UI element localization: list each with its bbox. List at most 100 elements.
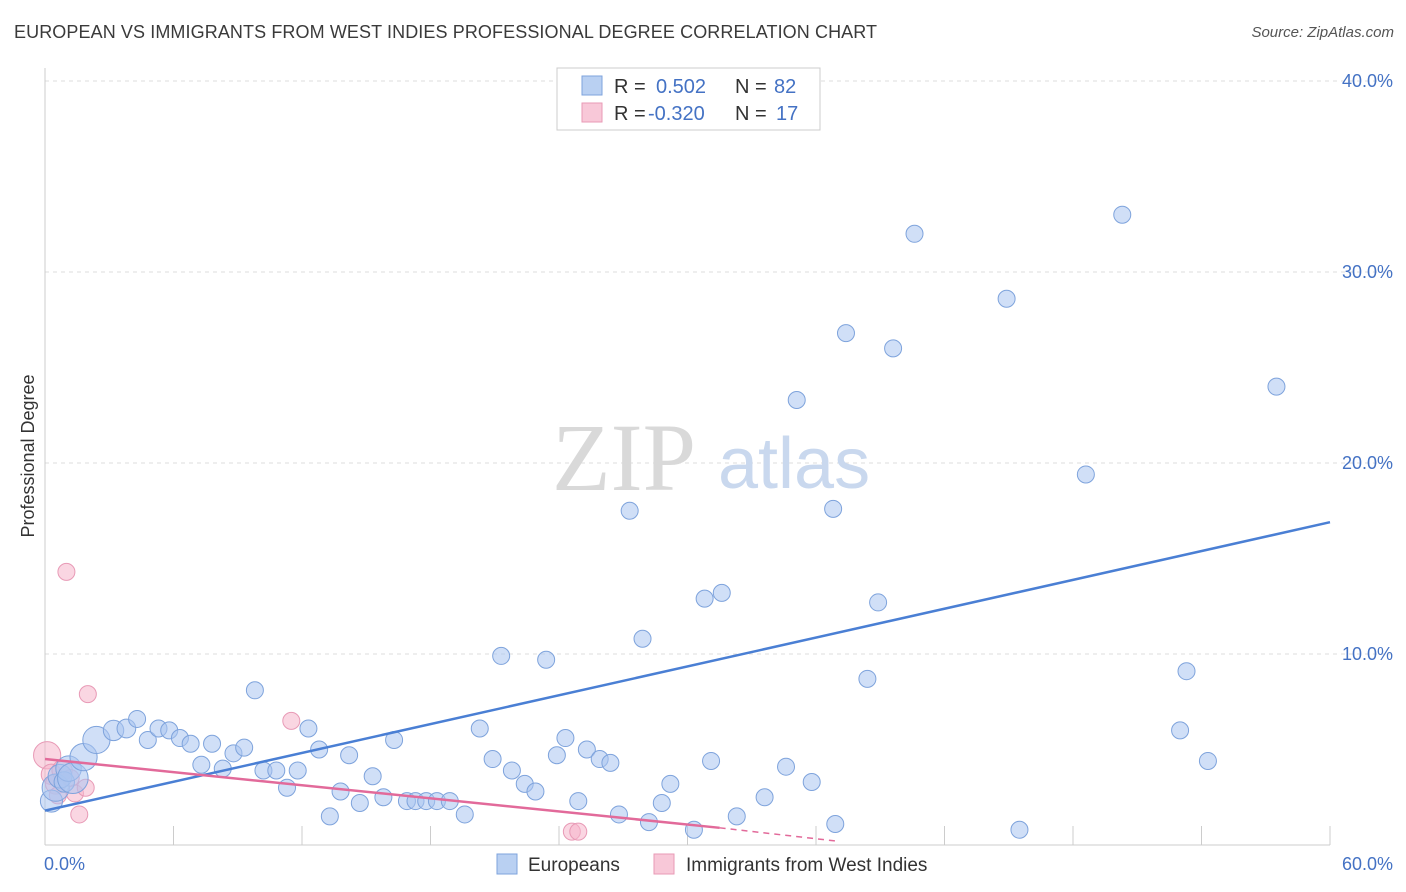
legend-r-label-1: R = (614, 76, 646, 98)
y-tick-label-20: 20.0% (1342, 453, 1393, 473)
european-point-54 (609, 805, 628, 824)
legend-n-label-2: N = (735, 103, 767, 125)
european-point-26 (299, 719, 318, 738)
european-point-64 (727, 807, 746, 826)
european-point-55 (620, 501, 639, 520)
european-point-74 (884, 339, 903, 358)
series-label-west-indies: Immigrants from West Indies (686, 855, 927, 876)
european-point-17 (203, 734, 222, 753)
legend-r-label-2: R = (614, 103, 646, 125)
west-indies-point-11 (282, 711, 301, 730)
european-point-33 (374, 788, 393, 807)
european-point-46 (526, 782, 545, 801)
european-point-23 (267, 761, 286, 780)
y-axis-label: Professional Degree (18, 374, 38, 537)
european-point-82 (1198, 751, 1217, 770)
european-point-10 (128, 709, 147, 728)
european-point-50 (569, 792, 588, 811)
european-point-73 (869, 593, 888, 612)
european-point-21 (245, 681, 264, 700)
legend-swatch-blue (581, 75, 603, 96)
trend-lines (44, 520, 1331, 842)
x-tick-label-min: 0.0% (44, 854, 85, 874)
european-point-66 (777, 757, 796, 776)
european-point-59 (661, 774, 680, 793)
series-swatch-europeans (496, 853, 518, 875)
watermark-atlas: atlas (718, 424, 870, 504)
european-point-77 (1010, 820, 1029, 839)
european-point-83 (1267, 377, 1286, 396)
european-point-49 (556, 729, 575, 748)
chart-title: EUROPEAN VS IMMIGRANTS FROM WEST INDIES … (14, 22, 878, 42)
legend-n-value-2: 17 (776, 103, 798, 125)
data-points (33, 205, 1286, 841)
west-indies-point-8 (70, 805, 89, 824)
european-point-31 (350, 793, 369, 812)
european-point-63 (712, 583, 731, 602)
european-point-81 (1177, 662, 1196, 681)
european-point-56 (633, 629, 652, 648)
european-point-72 (858, 669, 877, 688)
series-swatch-west-indies (653, 853, 675, 875)
european-point-61 (695, 589, 714, 608)
european-point-43 (492, 646, 511, 665)
west-indies-point-10 (78, 685, 97, 704)
european-point-28 (320, 807, 339, 826)
european-point-16 (192, 755, 211, 774)
european-point-67 (787, 390, 806, 409)
european-point-32 (363, 767, 382, 786)
european-trend-line (44, 520, 1331, 812)
european-point-76 (997, 289, 1016, 308)
y-tick-label-30: 30.0% (1342, 262, 1393, 282)
european-point-30 (340, 746, 359, 765)
european-point-11 (138, 730, 157, 749)
y-tick-label-40: 40.0% (1342, 71, 1393, 91)
x-tick-labels: 0.0% 60.0% (44, 854, 1393, 874)
european-point-48 (547, 746, 566, 765)
european-point-41 (470, 719, 489, 738)
european-point-29 (331, 782, 350, 801)
y-tick-labels: 10.0% 20.0% 30.0% 40.0% (1342, 71, 1393, 664)
european-point-25 (288, 761, 307, 780)
european-point-68 (802, 772, 821, 791)
european-point-24 (278, 778, 297, 797)
european-point-51 (577, 740, 596, 759)
european-point-65 (755, 788, 774, 807)
european-point-15 (181, 734, 200, 753)
legend-n-value-1: 82 (774, 76, 796, 98)
west-indies-point-5 (57, 562, 76, 581)
axes (44, 68, 1331, 846)
european-point-62 (702, 751, 721, 770)
european-point-69 (824, 499, 843, 518)
european-point-70 (826, 814, 845, 833)
european-point-44 (502, 761, 521, 780)
european-point-71 (836, 324, 855, 343)
series-label-europeans: Europeans (528, 855, 620, 876)
european-point-40 (455, 805, 474, 824)
european-point-42 (483, 750, 502, 769)
west-indies-point-13 (569, 822, 588, 841)
series-legend: Europeans Immigrants from West Indies (496, 853, 927, 876)
legend-r-value-1: 0.502 (656, 76, 706, 98)
watermark: ZIP atlas (552, 404, 870, 511)
european-point-58 (652, 793, 671, 812)
european-point-78 (1076, 465, 1095, 484)
y-tick-label-10: 10.0% (1342, 644, 1393, 664)
correlation-legend: R = 0.502 N = 82 R = -0.320 N = 17 (556, 67, 821, 131)
european-point-53 (601, 753, 620, 772)
european-point-20 (235, 738, 254, 757)
west-indies-trend-extension (719, 827, 838, 842)
west-indies-trend-line (44, 757, 720, 830)
legend-r-value-2: -0.320 (648, 103, 705, 125)
european-point-79 (1113, 205, 1132, 224)
legend-swatch-pink (581, 102, 603, 123)
x-tick-label-max: 60.0% (1342, 854, 1393, 874)
european-point-75 (905, 224, 924, 243)
watermark-zip: ZIP (552, 404, 696, 511)
european-point-80 (1171, 721, 1190, 740)
european-point-47 (537, 650, 556, 669)
source-label: Source: ZipAtlas.com (1251, 24, 1394, 41)
legend-n-label-1: N = (735, 76, 767, 98)
grid-lines (45, 80, 1392, 655)
